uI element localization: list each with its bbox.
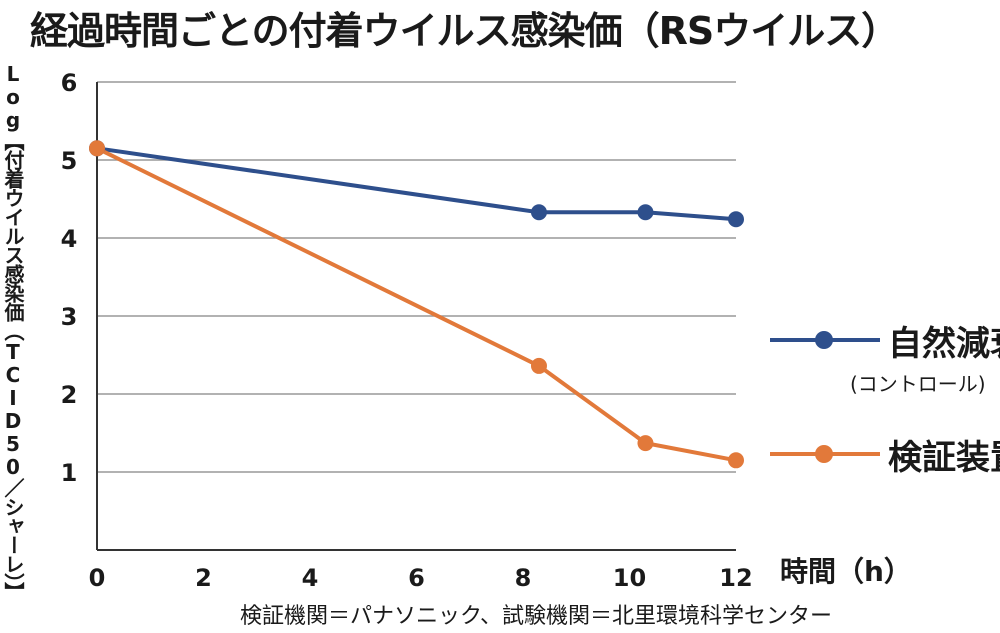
legend-label-blue: 自然減衰 xyxy=(888,324,1000,364)
data-point-blue xyxy=(637,204,654,221)
y-tick-label: 3 xyxy=(61,303,78,331)
x-tick-label: 6 xyxy=(408,564,425,592)
y-tick-label: 6 xyxy=(61,69,78,97)
y-tick-label: 4 xyxy=(61,225,78,253)
x-tick-label: 8 xyxy=(515,564,532,592)
legend-item-blue: 自然減衰 (コントロール) xyxy=(770,314,1000,404)
y-tick-label: 2 xyxy=(61,381,78,409)
x-tick-label: 2 xyxy=(195,564,212,592)
y-axis-label: Log【付着ウイルス感染価（TCID50／シャーレ）】 xyxy=(1,62,25,601)
axes xyxy=(96,82,736,551)
data-point-blue xyxy=(728,211,744,228)
grid-lines xyxy=(97,81,736,473)
data-point-orange xyxy=(530,357,547,374)
data-point-orange xyxy=(728,452,744,469)
x-tick-label: 12 xyxy=(719,564,752,592)
legend-label-orange: 検証装置 xyxy=(888,438,1000,478)
legend-sublabel-blue: (コントロール) xyxy=(850,372,986,396)
series-lines xyxy=(89,140,744,469)
series-line-blue xyxy=(96,146,737,222)
x-tick-label: 10 xyxy=(613,564,646,592)
series-line-orange xyxy=(96,146,737,463)
chart-title: 経過時間ごとの付着ウイルス感染価（RSウイルス） xyxy=(30,9,899,53)
x-tick-label: 4 xyxy=(302,564,319,592)
data-point-blue xyxy=(530,204,547,221)
data-point-orange xyxy=(637,435,654,452)
legend-item-orange: 検証装置 xyxy=(770,428,1000,478)
data-point-orange xyxy=(89,140,105,157)
y-tick-label: 1 xyxy=(61,459,78,487)
legend-marker-blue xyxy=(815,331,833,349)
y-tick-label: 5 xyxy=(61,147,78,175)
legend-marker-orange xyxy=(815,445,833,463)
footer-note: 検証機関＝パナソニック、試験機関＝北里環境科学センター xyxy=(240,604,833,629)
x-tick-label: 0 xyxy=(89,564,106,592)
x-axis-label: 時間（h） xyxy=(780,555,912,588)
